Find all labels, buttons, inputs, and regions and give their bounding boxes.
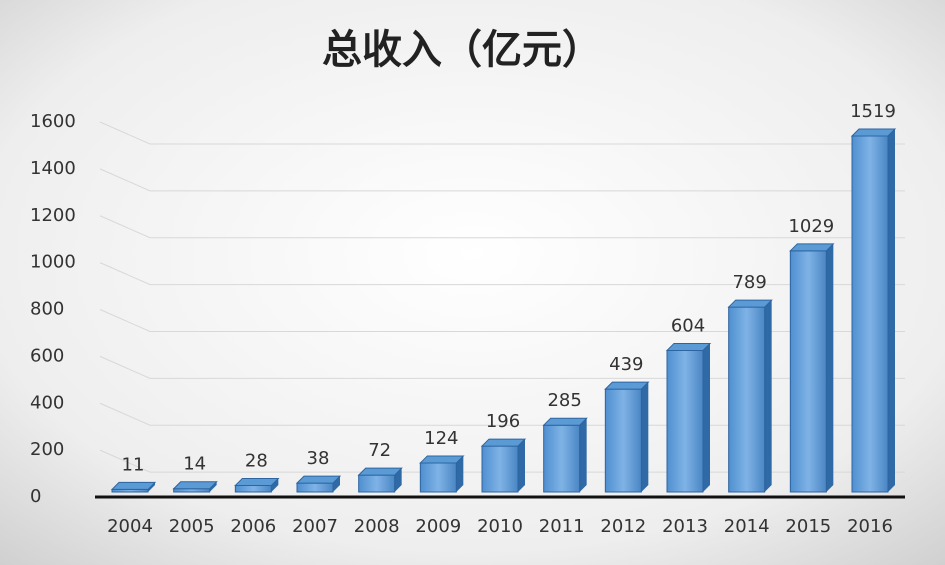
value-label: 1029	[788, 216, 834, 237]
bar-side	[764, 300, 772, 492]
bar-top	[850, 128, 897, 137]
y-tick-label: 400	[30, 392, 64, 413]
value-label: 11	[122, 454, 145, 475]
x-tick-label: 2008	[354, 516, 400, 537]
bar-top	[295, 475, 342, 484]
value-label: 124	[424, 428, 458, 449]
bar-top	[419, 455, 465, 464]
bar-top	[604, 381, 650, 390]
x-tick-label: 2009	[415, 516, 461, 537]
y-tick-label: 0	[30, 486, 41, 507]
bar-top	[727, 299, 773, 308]
chart-title: 总收入（亿元）	[322, 27, 602, 73]
bar	[419, 462, 457, 493]
bar-top	[234, 477, 280, 486]
bar	[296, 482, 334, 493]
grid-line	[99, 121, 905, 145]
bar-side	[271, 478, 279, 492]
x-tick-label: 2006	[230, 516, 276, 537]
y-tick-label: 1200	[30, 205, 76, 226]
bar-side	[641, 382, 649, 492]
bar	[789, 250, 827, 493]
value-label: 196	[486, 411, 520, 432]
x-tick-label: 2011	[539, 516, 585, 537]
bar	[543, 424, 581, 493]
value-label: 72	[368, 440, 391, 461]
x-tick-label: 2010	[477, 516, 523, 537]
bar-side	[703, 343, 710, 492]
y-tick-label: 1400	[30, 158, 76, 179]
y-tick-label: 800	[30, 299, 64, 320]
bar-top	[542, 417, 588, 426]
bar-side	[394, 468, 402, 492]
x-tick-label: 2016	[847, 516, 893, 537]
bar-side	[579, 418, 587, 492]
bar-top	[789, 243, 835, 252]
bar-top	[357, 467, 403, 476]
y-tick-label: 1600	[30, 111, 76, 132]
bar	[851, 135, 889, 493]
bar	[728, 306, 766, 493]
bar-side	[518, 439, 525, 492]
grid-line	[99, 402, 905, 426]
bar	[604, 388, 642, 493]
value-label: 789	[732, 272, 766, 293]
bar-side	[456, 455, 464, 492]
grid-line	[99, 262, 905, 286]
y-tick-label: 1000	[30, 252, 76, 273]
value-label: 439	[609, 354, 643, 375]
grid-line	[99, 215, 905, 239]
x-tick-label: 2005	[169, 516, 215, 537]
x-tick-label: 2013	[662, 516, 708, 537]
bar	[358, 474, 396, 493]
value-label: 28	[245, 450, 268, 471]
grid-line	[99, 449, 905, 473]
bar	[234, 484, 272, 493]
x-tick-label: 2014	[724, 516, 770, 537]
value-label: 14	[183, 454, 206, 475]
bar-top	[110, 481, 157, 490]
bar-side	[826, 243, 834, 492]
value-label: 285	[547, 390, 581, 411]
bar	[666, 349, 704, 493]
value-label: 604	[671, 315, 705, 336]
value-label: 1519	[850, 101, 896, 122]
value-label: 38	[307, 448, 330, 469]
bar-top	[172, 481, 218, 490]
grid-line	[99, 355, 905, 379]
x-tick-label: 2015	[785, 516, 831, 537]
grid-line	[99, 309, 905, 332]
x-tick-label: 2004	[107, 516, 153, 537]
bar-side	[209, 481, 217, 492]
x-tick-label: 2007	[292, 516, 338, 537]
y-tick-label: 200	[30, 439, 64, 460]
bar	[481, 445, 519, 493]
x-tick-label: 2012	[600, 516, 646, 537]
bar-side	[333, 476, 340, 492]
bar-side	[888, 128, 895, 492]
bar-top	[480, 438, 527, 447]
y-tick-label: 600	[30, 345, 64, 366]
grid-line	[99, 168, 905, 192]
bar-top	[665, 342, 712, 351]
